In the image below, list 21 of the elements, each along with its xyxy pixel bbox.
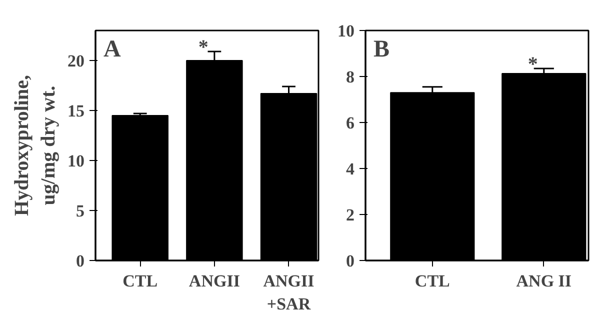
y-axis-title: Hydroxyproline, ug/mg dry wt.	[11, 75, 60, 216]
x-tick-label: CTL	[414, 272, 450, 290]
y-tick-label: 5	[76, 202, 84, 220]
y-tick-label: 10	[68, 152, 84, 170]
x-tick-label: CTL	[122, 272, 158, 290]
annotation: *	[198, 36, 208, 58]
y-tick-label: 0	[346, 252, 354, 270]
annotation: A	[104, 36, 122, 62]
y-tick-label: 20	[68, 52, 84, 70]
annotation: *	[528, 53, 538, 76]
y-tick-label: 4	[346, 160, 355, 178]
y-tick-label: 8	[346, 68, 354, 86]
y-tick-label: 15	[68, 102, 84, 120]
y-tick-label: 2	[346, 206, 354, 224]
x-tick-label: ANGII	[188, 272, 240, 290]
y-tick-label: 10	[338, 22, 354, 40]
x-tick-label: ANG II	[516, 272, 572, 290]
x-tick-label: ANGII +SAR	[263, 272, 315, 314]
y-tick-label: 6	[346, 114, 354, 132]
y-tick-label: 0	[76, 252, 84, 270]
annotation: B	[374, 36, 390, 62]
